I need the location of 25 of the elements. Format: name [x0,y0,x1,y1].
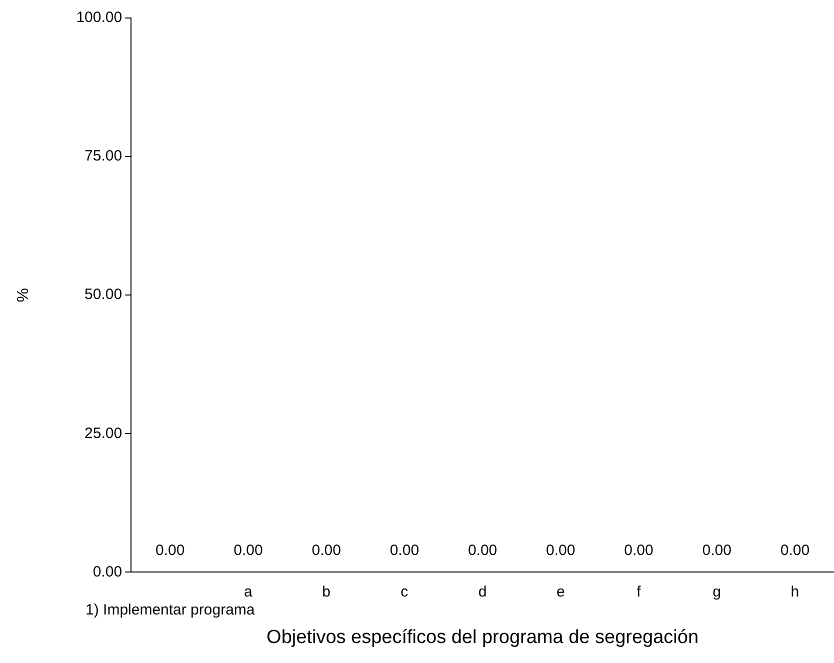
x-tick-label: 1) Implementar programa [86,601,256,618]
y-tick-label: 75.00 [84,148,122,165]
y-tick-label: 25.00 [84,424,122,442]
x-axis-title: Objetivos específicos del programa de segregación [266,626,699,648]
x-tick-label: d [478,583,487,600]
data-label: 0.00 [390,542,420,559]
data-label: 0.00 [624,542,654,559]
data-label: 0.00 [312,542,341,559]
x-tick-label: e [556,583,565,600]
y-tick-label: 100.00 [76,9,122,26]
data-label: 0.00 [702,542,732,559]
y-tick-label: 0.00 [92,563,122,580]
data-label: 0.00 [468,542,498,559]
x-tick-label: f [636,583,642,600]
x-tick-label: a [244,583,254,600]
data-label: 0.00 [780,542,810,559]
y-axis-title: % [15,288,32,302]
data-label: 0.00 [234,542,263,559]
data-label: 0.00 [156,542,185,559]
y-tick-label: 50.00 [84,286,122,304]
x-tick-label: b [322,583,331,600]
data-label: 0.00 [546,542,576,559]
x-tick-label: h [790,583,800,600]
x-tick-label: c [400,583,409,600]
x-tick-label: g [712,583,722,600]
